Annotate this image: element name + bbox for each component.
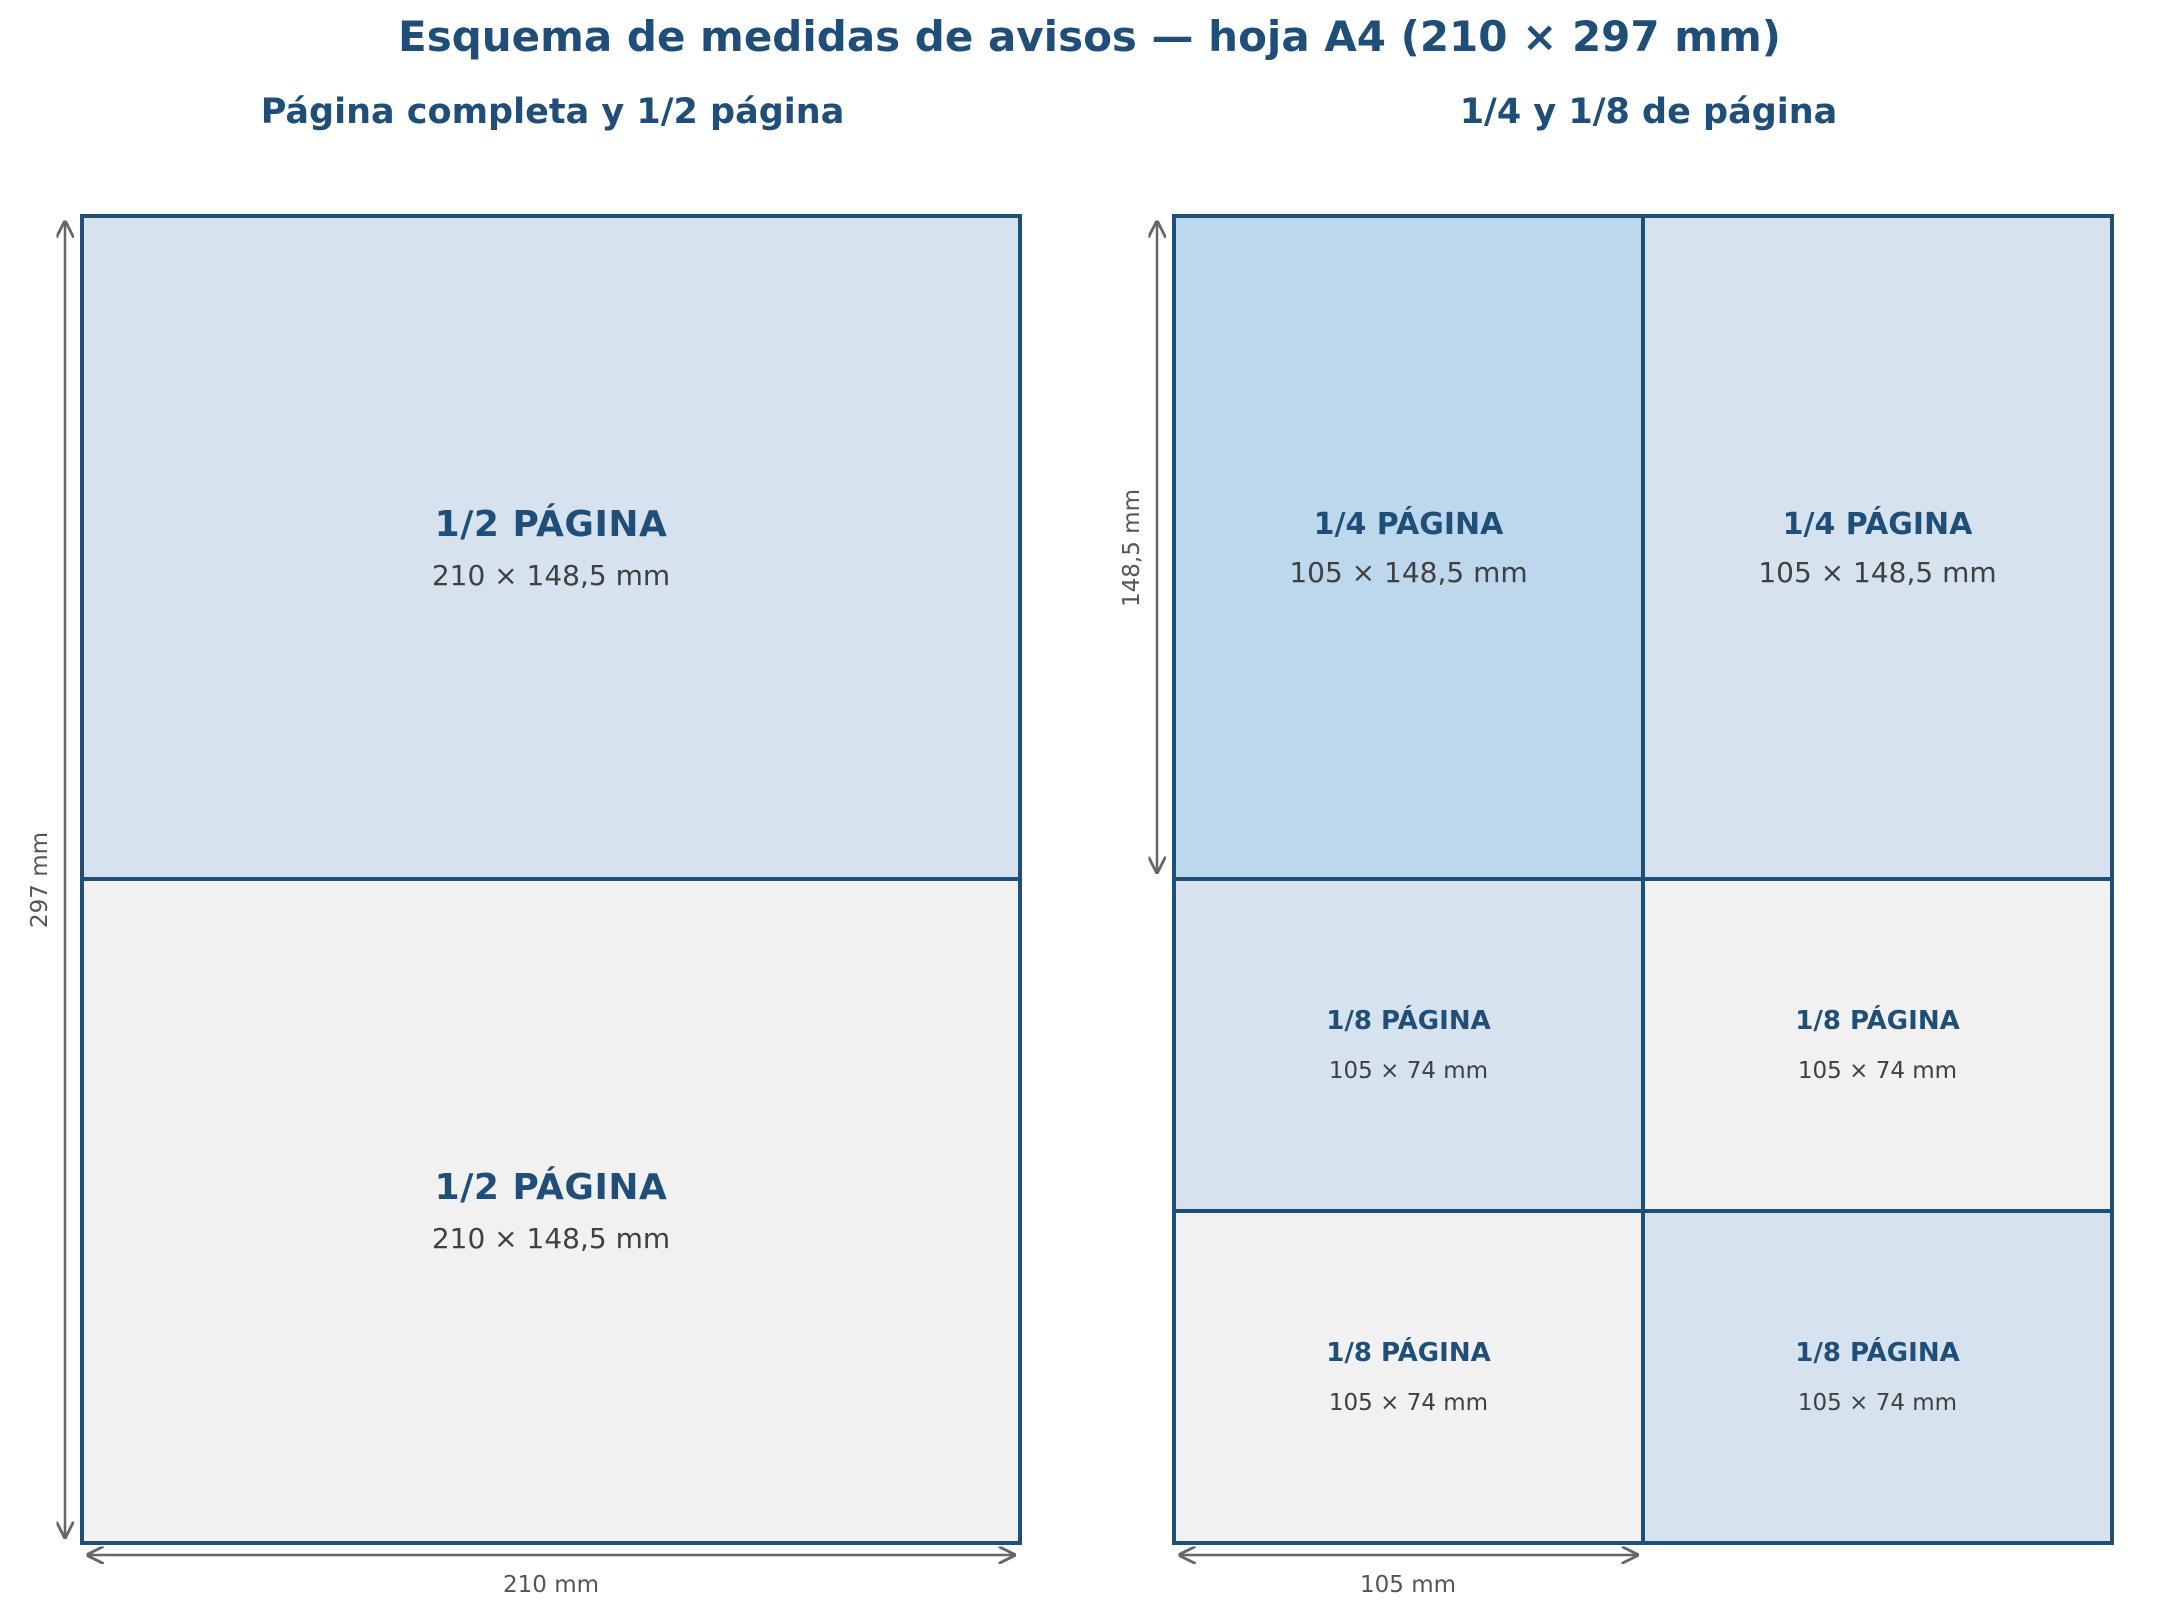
- half-page-bottom: 1/2 PÁGINA 210 × 148,5 mm: [82, 879, 1020, 1542]
- half-page-top: 1/2 PÁGINA 210 × 148,5 mm: [82, 216, 1020, 879]
- half-page-top-label: 1/2 PÁGINA: [434, 503, 668, 545]
- left-height-label: 297 mm: [27, 832, 53, 928]
- left-width-label: 210 mm: [503, 1572, 599, 1598]
- eighth-page-1-label: 1/8 PÁGINA: [1326, 1006, 1491, 1036]
- eighth-page-1-dims: 105 × 74 mm: [1328, 1058, 1489, 1084]
- eighth-page-1: 1/8 PÁGINA 105 × 74 mm: [1174, 879, 1643, 1211]
- quarter-page-right-dims: 105 × 148,5 mm: [1758, 555, 1997, 589]
- half-page-bottom-label: 1/2 PÁGINA: [434, 1166, 668, 1208]
- eighth-page-3: 1/8 PÁGINA 105 × 74 mm: [1174, 1211, 1643, 1543]
- quarter-page-right-label: 1/4 PÁGINA: [1782, 506, 1973, 542]
- left-divider-line: [82, 877, 1020, 881]
- right-divider-eighth: [1174, 1209, 2112, 1213]
- eighth-page-3-label: 1/8 PÁGINA: [1326, 1338, 1491, 1368]
- right-height-label: 148,5 mm: [1119, 489, 1145, 607]
- right-width-label: 105 mm: [1360, 1572, 1456, 1598]
- right-panel-subtitle: 1/4 y 1/8 de página: [1459, 92, 1838, 132]
- right-divider-quarter: [1174, 877, 2112, 881]
- quarter-page-left: 1/4 PÁGINA 105 × 148,5 mm: [1174, 216, 1643, 879]
- quarter-page-left-label: 1/4 PÁGINA: [1313, 506, 1504, 542]
- eighth-page-4: 1/8 PÁGINA 105 × 74 mm: [1643, 1211, 2112, 1543]
- half-page-bottom-dims: 210 × 148,5 mm: [431, 1221, 671, 1255]
- eighth-page-2: 1/8 PÁGINA 105 × 74 mm: [1643, 879, 2112, 1211]
- eighth-page-3-dims: 105 × 74 mm: [1328, 1390, 1489, 1416]
- half-page-top-dims: 210 × 148,5 mm: [431, 558, 671, 592]
- left-panel-subtitle: Página completa y 1/2 página: [260, 92, 845, 132]
- eighth-page-4-dims: 105 × 74 mm: [1797, 1390, 1958, 1416]
- quarter-page-left-dims: 105 × 148,5 mm: [1289, 555, 1528, 589]
- page-title: Esquema de medidas de avisos — hoja A4 (…: [398, 12, 1781, 61]
- eighth-page-2-dims: 105 × 74 mm: [1797, 1058, 1958, 1084]
- quarter-page-right: 1/4 PÁGINA 105 × 148,5 mm: [1643, 216, 2112, 879]
- eighth-page-4-label: 1/8 PÁGINA: [1795, 1338, 1960, 1368]
- eighth-page-2-label: 1/8 PÁGINA: [1795, 1006, 1960, 1036]
